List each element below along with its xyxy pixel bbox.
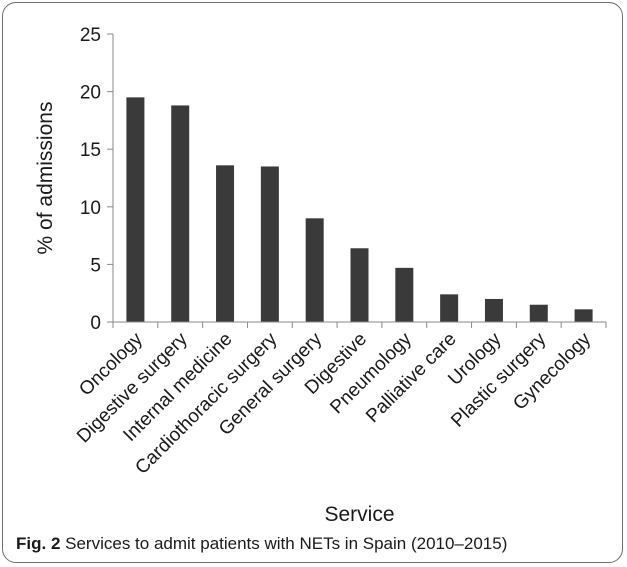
y-tick-label: 5 bbox=[90, 255, 101, 276]
bar bbox=[574, 309, 593, 322]
x-axis-title: Service bbox=[324, 503, 394, 526]
y-axis-title: % of admissions bbox=[34, 102, 57, 255]
y-tick-label: 20 bbox=[80, 83, 101, 104]
bars-group bbox=[126, 97, 593, 322]
bar bbox=[260, 166, 279, 322]
figure-caption-label: Fig. 2 bbox=[16, 534, 61, 553]
y-tick-label: 25 bbox=[80, 25, 101, 46]
bar bbox=[305, 218, 324, 322]
bar bbox=[126, 97, 145, 322]
bar bbox=[395, 267, 414, 322]
bar bbox=[216, 165, 235, 322]
bar bbox=[529, 304, 548, 322]
y-tick-label: 10 bbox=[80, 198, 101, 219]
bar bbox=[350, 248, 369, 322]
y-ticks-group: 0 5 10 15 20 25 bbox=[80, 25, 113, 334]
y-tick-label: 0 bbox=[90, 313, 101, 334]
bar bbox=[484, 298, 503, 322]
figure-caption-text: Services to admit patients with NETs in … bbox=[60, 534, 508, 553]
bar bbox=[171, 105, 190, 322]
y-tick-label: 15 bbox=[80, 140, 101, 161]
axes-group bbox=[112, 34, 607, 328]
bar bbox=[440, 294, 459, 322]
figure-caption: Fig. 2 Services to admit patients with N… bbox=[16, 534, 507, 554]
